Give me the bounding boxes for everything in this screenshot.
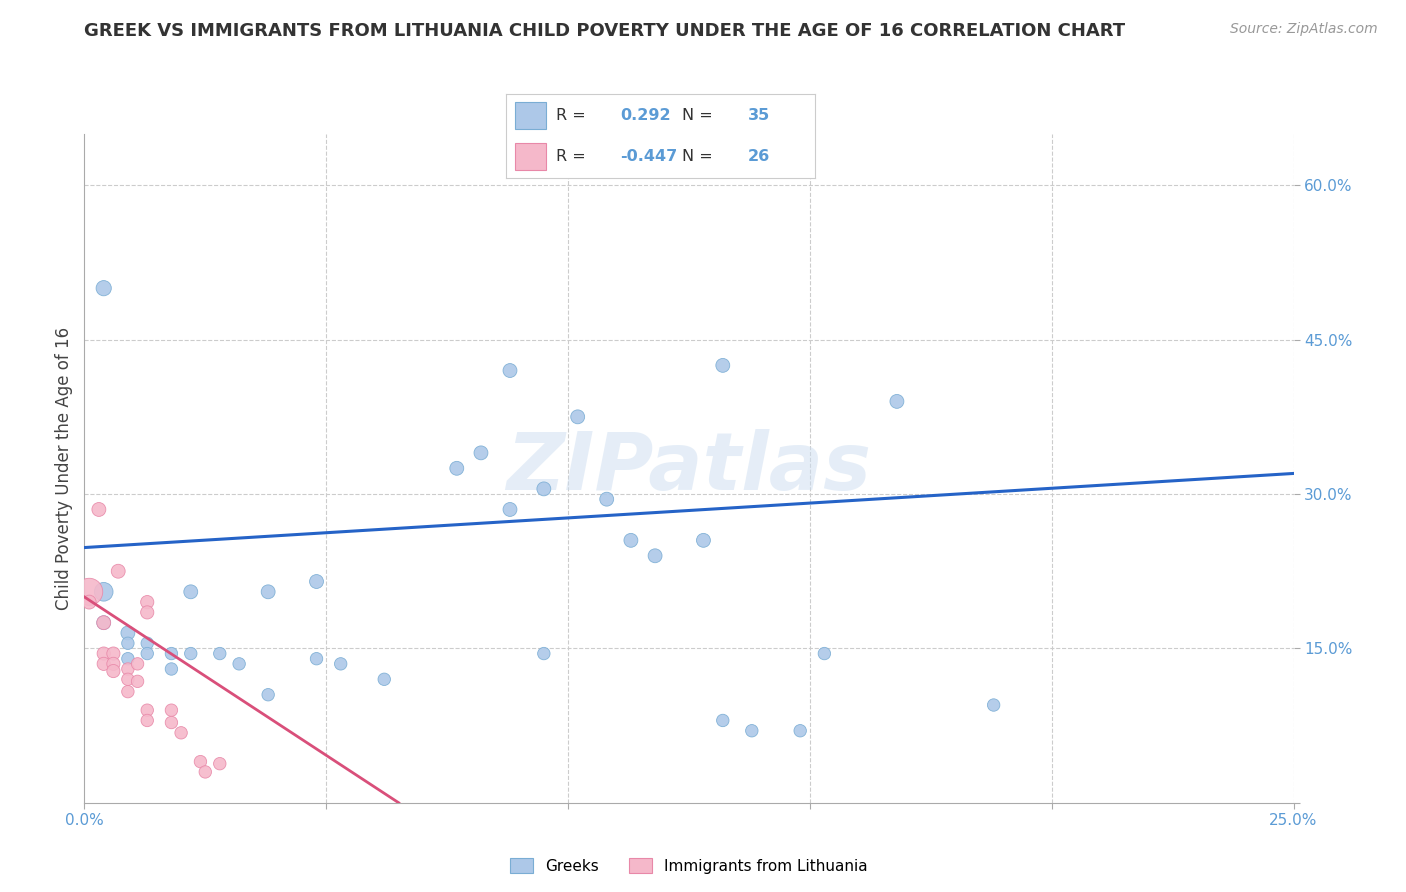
Text: GREEK VS IMMIGRANTS FROM LITHUANIA CHILD POVERTY UNDER THE AGE OF 16 CORRELATION: GREEK VS IMMIGRANTS FROM LITHUANIA CHILD… (84, 22, 1125, 40)
Point (103, 657, 125, 671)
Point (107, 564, 129, 578)
Point (596, 492, 619, 507)
Text: 0.292: 0.292 (620, 108, 671, 123)
Point (257, 584, 280, 599)
Point (103, 664, 125, 678)
Y-axis label: Child Poverty Under the Age of 16: Child Poverty Under the Age of 16 (55, 326, 73, 610)
Point (692, 533, 714, 548)
Point (103, 647, 125, 661)
Point (305, 574, 328, 589)
Point (180, 647, 202, 661)
Point (741, 723, 763, 738)
Point (160, 662, 183, 676)
Point (208, 756, 231, 771)
Bar (516, 143, 547, 169)
Point (136, 636, 159, 650)
Point (711, 359, 734, 373)
Point (93, 657, 115, 671)
Point (194, 764, 217, 779)
Point (644, 549, 666, 563)
Point (117, 651, 139, 665)
Point (117, 684, 139, 698)
Point (711, 714, 734, 728)
Point (813, 647, 835, 661)
Point (87, 502, 110, 516)
Point (257, 688, 280, 702)
Point (190, 755, 212, 769)
Point (533, 482, 555, 496)
Point (533, 647, 555, 661)
Text: 35: 35 (748, 108, 769, 123)
Text: Source: ZipAtlas.com: Source: ZipAtlas.com (1230, 22, 1378, 37)
Point (499, 502, 522, 516)
Point (93, 615, 115, 630)
Point (228, 657, 250, 671)
Point (77, 584, 100, 599)
Point (329, 657, 352, 671)
Point (136, 606, 159, 620)
Point (470, 446, 492, 460)
Point (789, 723, 811, 738)
Bar (516, 103, 547, 129)
Point (208, 647, 231, 661)
Point (446, 461, 468, 475)
Legend: Greeks, Immigrants from Lithuania: Greeks, Immigrants from Lithuania (503, 852, 875, 880)
Point (136, 714, 159, 728)
Point (117, 636, 139, 650)
Point (305, 651, 328, 665)
Point (127, 657, 149, 671)
Point (117, 673, 139, 687)
Point (160, 715, 183, 730)
Point (499, 363, 522, 377)
Point (170, 726, 193, 740)
Point (160, 703, 183, 717)
Text: R =: R = (555, 149, 591, 164)
Point (93, 647, 115, 661)
Point (983, 698, 1005, 712)
Point (127, 674, 149, 689)
Point (180, 584, 202, 599)
Point (93, 615, 115, 630)
Text: ZIPatlas: ZIPatlas (506, 429, 872, 508)
Text: R =: R = (555, 108, 591, 123)
Text: N =: N = (682, 108, 718, 123)
Point (373, 673, 395, 687)
Point (136, 595, 159, 609)
Point (567, 409, 589, 424)
Text: N =: N = (682, 149, 718, 164)
Text: 26: 26 (748, 149, 769, 164)
Point (136, 647, 159, 661)
Point (620, 533, 643, 548)
Point (886, 394, 908, 409)
Text: -0.447: -0.447 (620, 149, 678, 164)
Point (160, 647, 183, 661)
Point (93, 281, 115, 295)
Point (93, 584, 115, 599)
Point (136, 703, 159, 717)
Point (77, 595, 100, 609)
Point (117, 662, 139, 676)
Point (117, 626, 139, 640)
